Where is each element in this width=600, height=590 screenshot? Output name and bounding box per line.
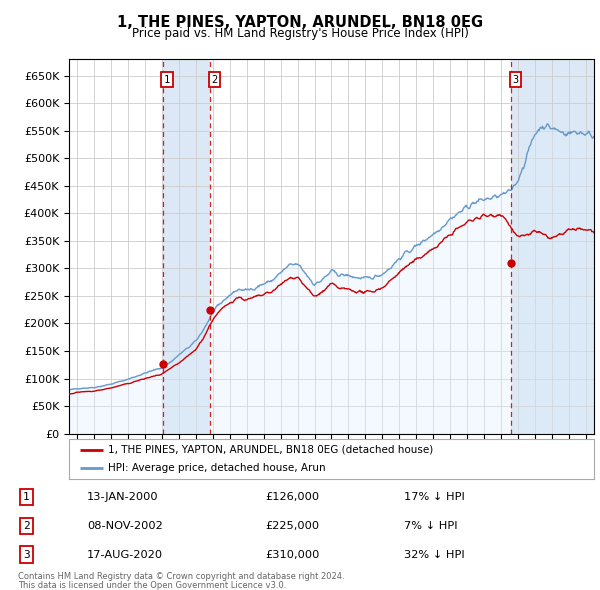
Text: 1, THE PINES, YAPTON, ARUNDEL, BN18 0EG: 1, THE PINES, YAPTON, ARUNDEL, BN18 0EG xyxy=(117,15,483,30)
Text: Price paid vs. HM Land Registry's House Price Index (HPI): Price paid vs. HM Land Registry's House … xyxy=(131,27,469,40)
Text: £225,000: £225,000 xyxy=(265,521,320,530)
Text: HPI: Average price, detached house, Arun: HPI: Average price, detached house, Arun xyxy=(109,463,326,473)
Text: 3: 3 xyxy=(512,74,518,84)
Text: 17-AUG-2020: 17-AUG-2020 xyxy=(87,549,163,559)
Text: 17% ↓ HPI: 17% ↓ HPI xyxy=(404,492,464,502)
Text: 1, THE PINES, YAPTON, ARUNDEL, BN18 0EG (detached house): 1, THE PINES, YAPTON, ARUNDEL, BN18 0EG … xyxy=(109,445,434,455)
Text: Contains HM Land Registry data © Crown copyright and database right 2024.: Contains HM Land Registry data © Crown c… xyxy=(18,572,344,581)
Text: 08-NOV-2002: 08-NOV-2002 xyxy=(87,521,163,530)
Text: 7% ↓ HPI: 7% ↓ HPI xyxy=(404,521,457,530)
Text: £126,000: £126,000 xyxy=(265,492,320,502)
Text: 32% ↓ HPI: 32% ↓ HPI xyxy=(404,549,464,559)
Text: 3: 3 xyxy=(23,549,30,559)
Bar xyxy=(511,59,594,434)
Text: 13-JAN-2000: 13-JAN-2000 xyxy=(87,492,158,502)
Text: This data is licensed under the Open Government Licence v3.0.: This data is licensed under the Open Gov… xyxy=(18,581,286,590)
Text: 1: 1 xyxy=(23,492,30,502)
Text: 2: 2 xyxy=(211,74,218,84)
Text: 2: 2 xyxy=(23,521,30,530)
Text: £310,000: £310,000 xyxy=(265,549,320,559)
Bar xyxy=(163,59,211,434)
Text: 1: 1 xyxy=(164,74,170,84)
